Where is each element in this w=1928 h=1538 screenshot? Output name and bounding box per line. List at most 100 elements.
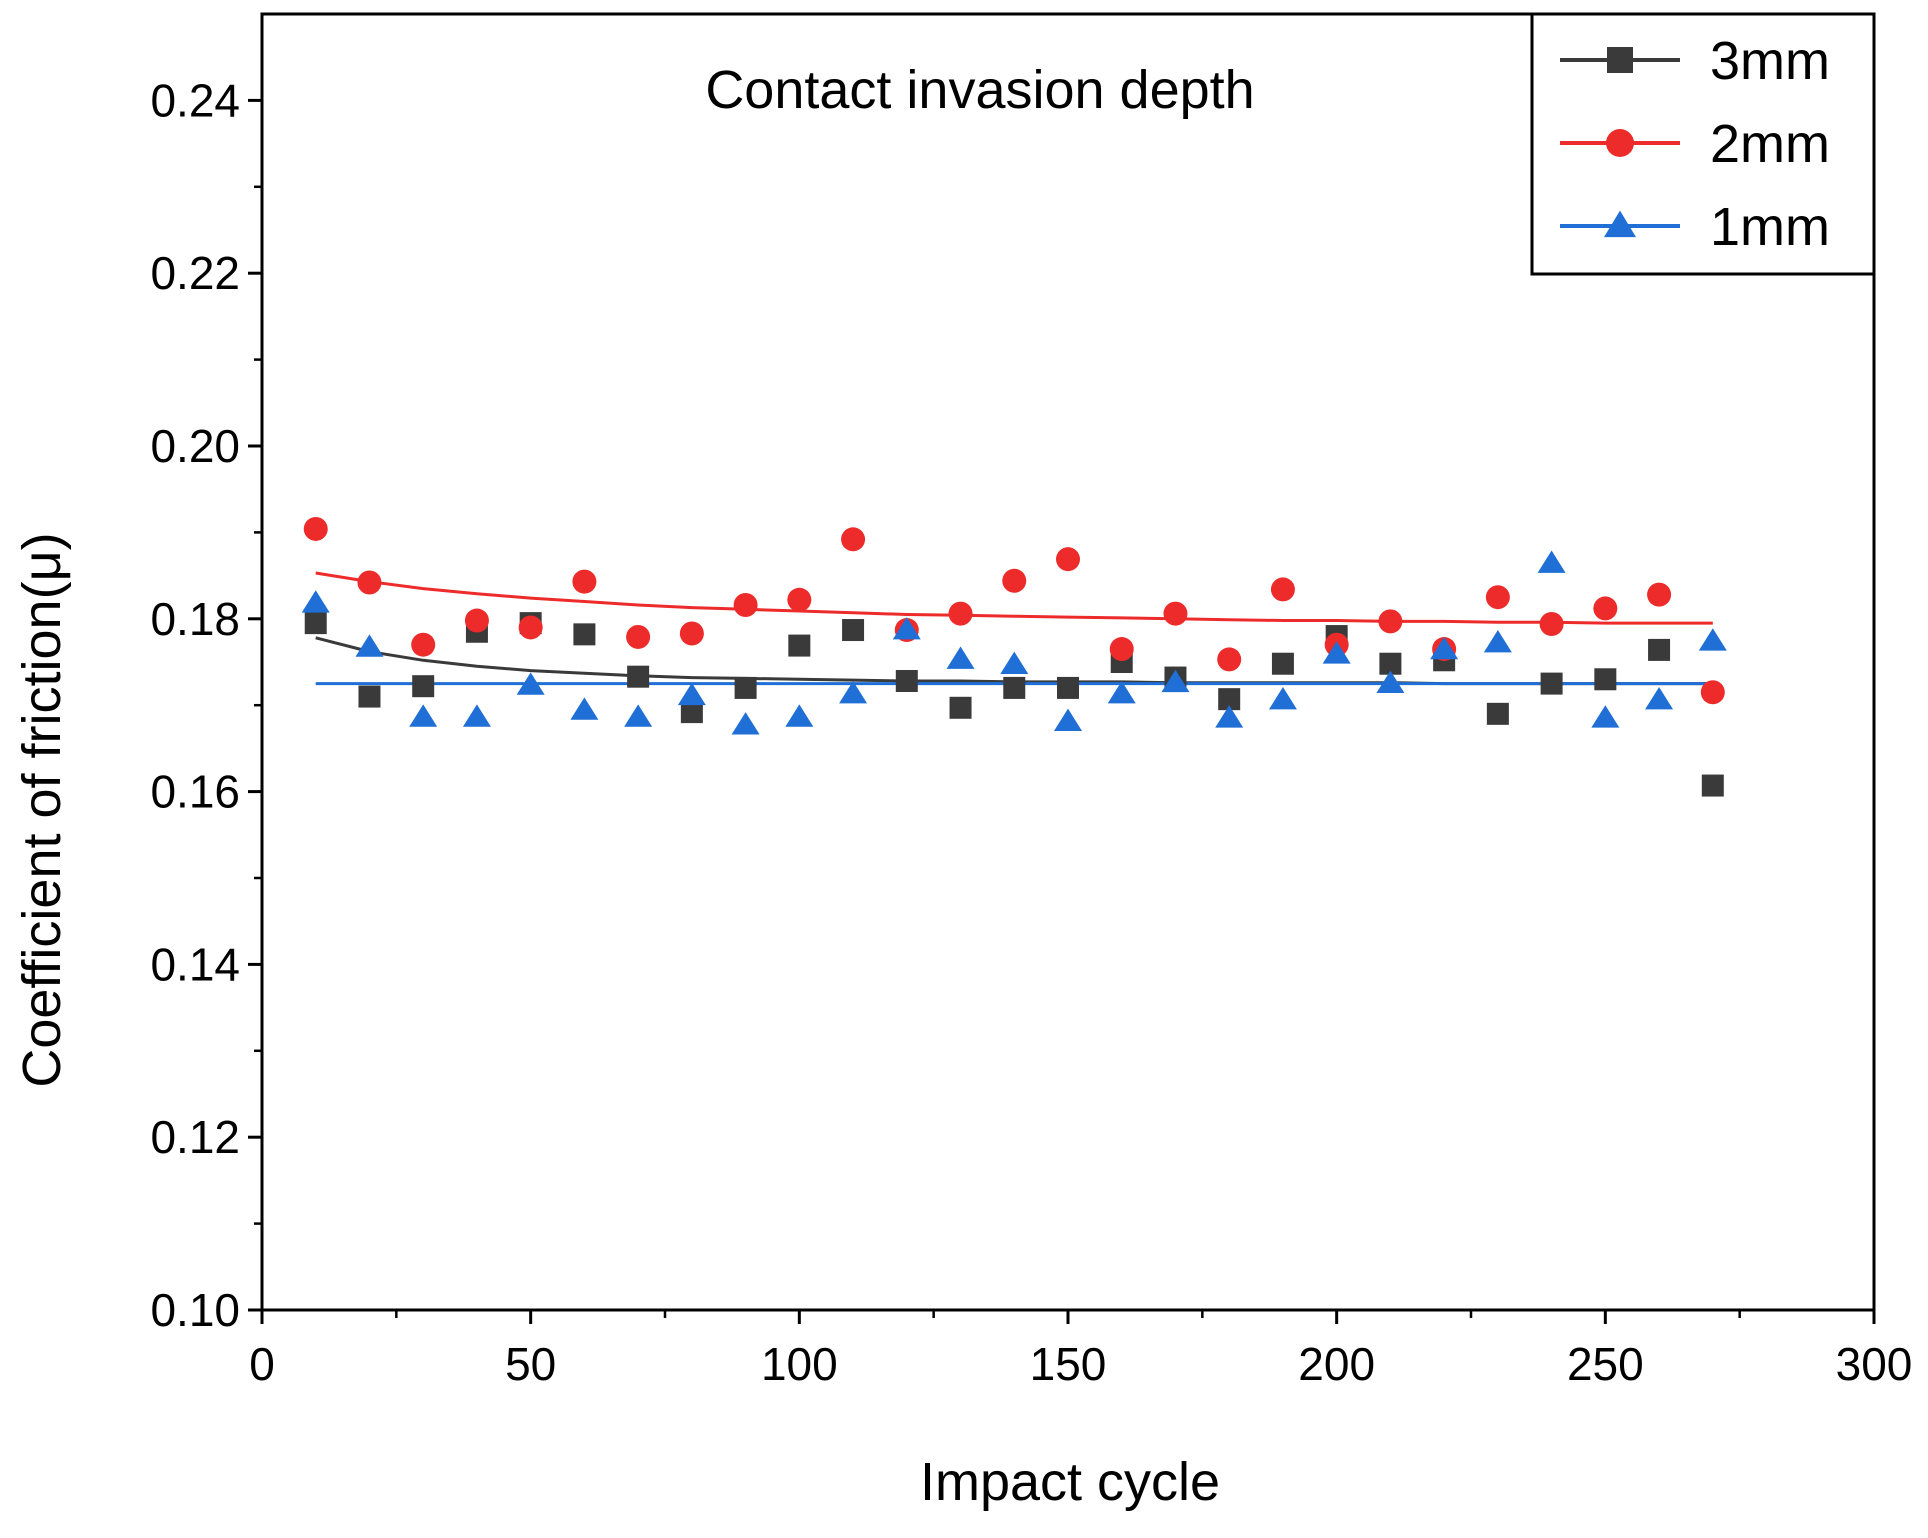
y-tick-label: 0.22 [150, 247, 240, 299]
data-point-2mm [1163, 601, 1188, 626]
axes: 0 50 100 150 200 250 300 0.10 0.12 0.14 0.16 0.18 0.… [150, 74, 1912, 1390]
data-point-3mm [842, 619, 865, 642]
series-3mm [304, 612, 1724, 797]
data-point-2mm [1647, 582, 1672, 607]
x-tick-label: 100 [761, 1338, 838, 1390]
data-point-1mm [1698, 628, 1727, 651]
data-point-1mm [677, 682, 706, 706]
legend-marker-1mm [1604, 210, 1636, 238]
data-point-1mm [731, 712, 760, 735]
data-point-3mm [1486, 702, 1509, 725]
y-tick-label: 0.16 [150, 766, 240, 818]
data-point-2mm [1378, 609, 1403, 634]
x-tick-label: 150 [1030, 1338, 1107, 1390]
data-point-2mm [357, 570, 382, 595]
data-point-2mm [518, 615, 543, 640]
data-point-2mm [1539, 611, 1564, 636]
data-point-3mm [412, 675, 435, 698]
data-point-3mm [895, 670, 918, 693]
data-point-3mm [1594, 668, 1617, 691]
data-point-2mm [1217, 647, 1242, 672]
data-point-3mm [573, 623, 596, 646]
data-point-1mm [1591, 705, 1620, 728]
data-point-1mm [1107, 681, 1136, 704]
data-point-2mm [464, 608, 489, 633]
data-point-3mm [358, 685, 381, 708]
data-point-1mm [1645, 687, 1674, 710]
data-point-3mm [1057, 676, 1079, 699]
data-point-3mm [734, 676, 757, 699]
data-point-3mm [680, 701, 703, 724]
y-axis-label: Coefficient of friction(μ) [12, 532, 72, 1087]
data-point-2mm [948, 601, 973, 626]
data-point-1mm [1054, 708, 1082, 732]
data-point-1mm [624, 704, 653, 727]
data-point-1mm [839, 681, 868, 704]
data-point-1mm [892, 617, 921, 640]
data-point-2mm [411, 632, 436, 657]
data-point-1mm [946, 646, 975, 669]
data-point-3mm [949, 696, 972, 719]
series-2mm [303, 516, 1725, 705]
legend-marker-3mm [1607, 47, 1633, 73]
data-point-1mm [516, 672, 545, 695]
data-point-3mm [627, 665, 650, 688]
data-point-3mm [1218, 688, 1241, 711]
data-point-3mm [304, 612, 327, 635]
x-tick-label: 50 [505, 1338, 556, 1390]
legend-label-1mm: 1mm [1710, 197, 1830, 257]
data-point-2mm [679, 621, 704, 646]
data-point-3mm [1379, 652, 1402, 675]
data-point-1mm [1322, 641, 1351, 664]
y-tick-label: 0.24 [150, 74, 240, 126]
data-point-3mm [1648, 638, 1671, 661]
data-point-1mm [462, 704, 491, 727]
legend: 3mm 2mm 1mm [1530, 12, 1876, 276]
data-point-2mm [303, 516, 328, 541]
data-point-2mm [841, 527, 866, 552]
data-point-1mm [1483, 630, 1512, 653]
y-tick-label: 0.20 [150, 420, 240, 472]
legend-marker-2mm [1606, 129, 1634, 157]
data-point-2mm [1700, 680, 1725, 705]
data-point-3mm [1701, 774, 1724, 797]
data-point-3mm [1540, 672, 1563, 695]
x-axis-label: Impact cycle [920, 1452, 1220, 1512]
y-tick-label: 0.10 [150, 1284, 240, 1336]
data-point-2mm [733, 592, 758, 617]
data-point-1mm [1000, 651, 1029, 674]
data-point-1mm [1537, 550, 1566, 573]
data-point-3mm [788, 634, 811, 657]
data-point-2mm [1002, 568, 1027, 593]
data-point-2mm [1593, 596, 1618, 621]
data-point-2mm [572, 569, 597, 594]
data-point-3mm [1003, 676, 1026, 699]
series-1mm [301, 550, 1727, 735]
data-point-2mm [1485, 585, 1510, 610]
data-point-1mm [1161, 669, 1190, 693]
data-point-1mm [1215, 705, 1244, 728]
data-point-2mm [787, 587, 812, 612]
data-point-1mm [570, 697, 599, 720]
data-point-1mm [355, 634, 384, 657]
x-tick-label: 0 [249, 1338, 275, 1390]
legend-label-3mm: 3mm [1710, 31, 1830, 91]
data-point-3mm [1271, 652, 1294, 675]
data-point-1mm [1430, 636, 1459, 660]
x-tick-label: 300 [1836, 1338, 1913, 1390]
chart-title: Contact invasion depth [705, 60, 1254, 120]
data-point-1mm [301, 590, 330, 613]
y-tick-label: 0.12 [150, 1111, 240, 1163]
x-tick-label: 200 [1298, 1338, 1375, 1390]
y-tick-label: 0.14 [150, 938, 240, 990]
data-point-2mm [1109, 637, 1134, 662]
data-point-2mm [626, 624, 651, 649]
data-markers [301, 516, 1727, 797]
data-point-1mm [1376, 670, 1405, 694]
data-point-1mm [785, 704, 814, 727]
data-point-1mm [1268, 687, 1297, 710]
y-tick-label: 0.18 [150, 593, 240, 645]
legend-label-2mm: 2mm [1710, 114, 1830, 174]
x-tick-label: 250 [1567, 1338, 1644, 1390]
data-point-2mm [1270, 577, 1295, 602]
